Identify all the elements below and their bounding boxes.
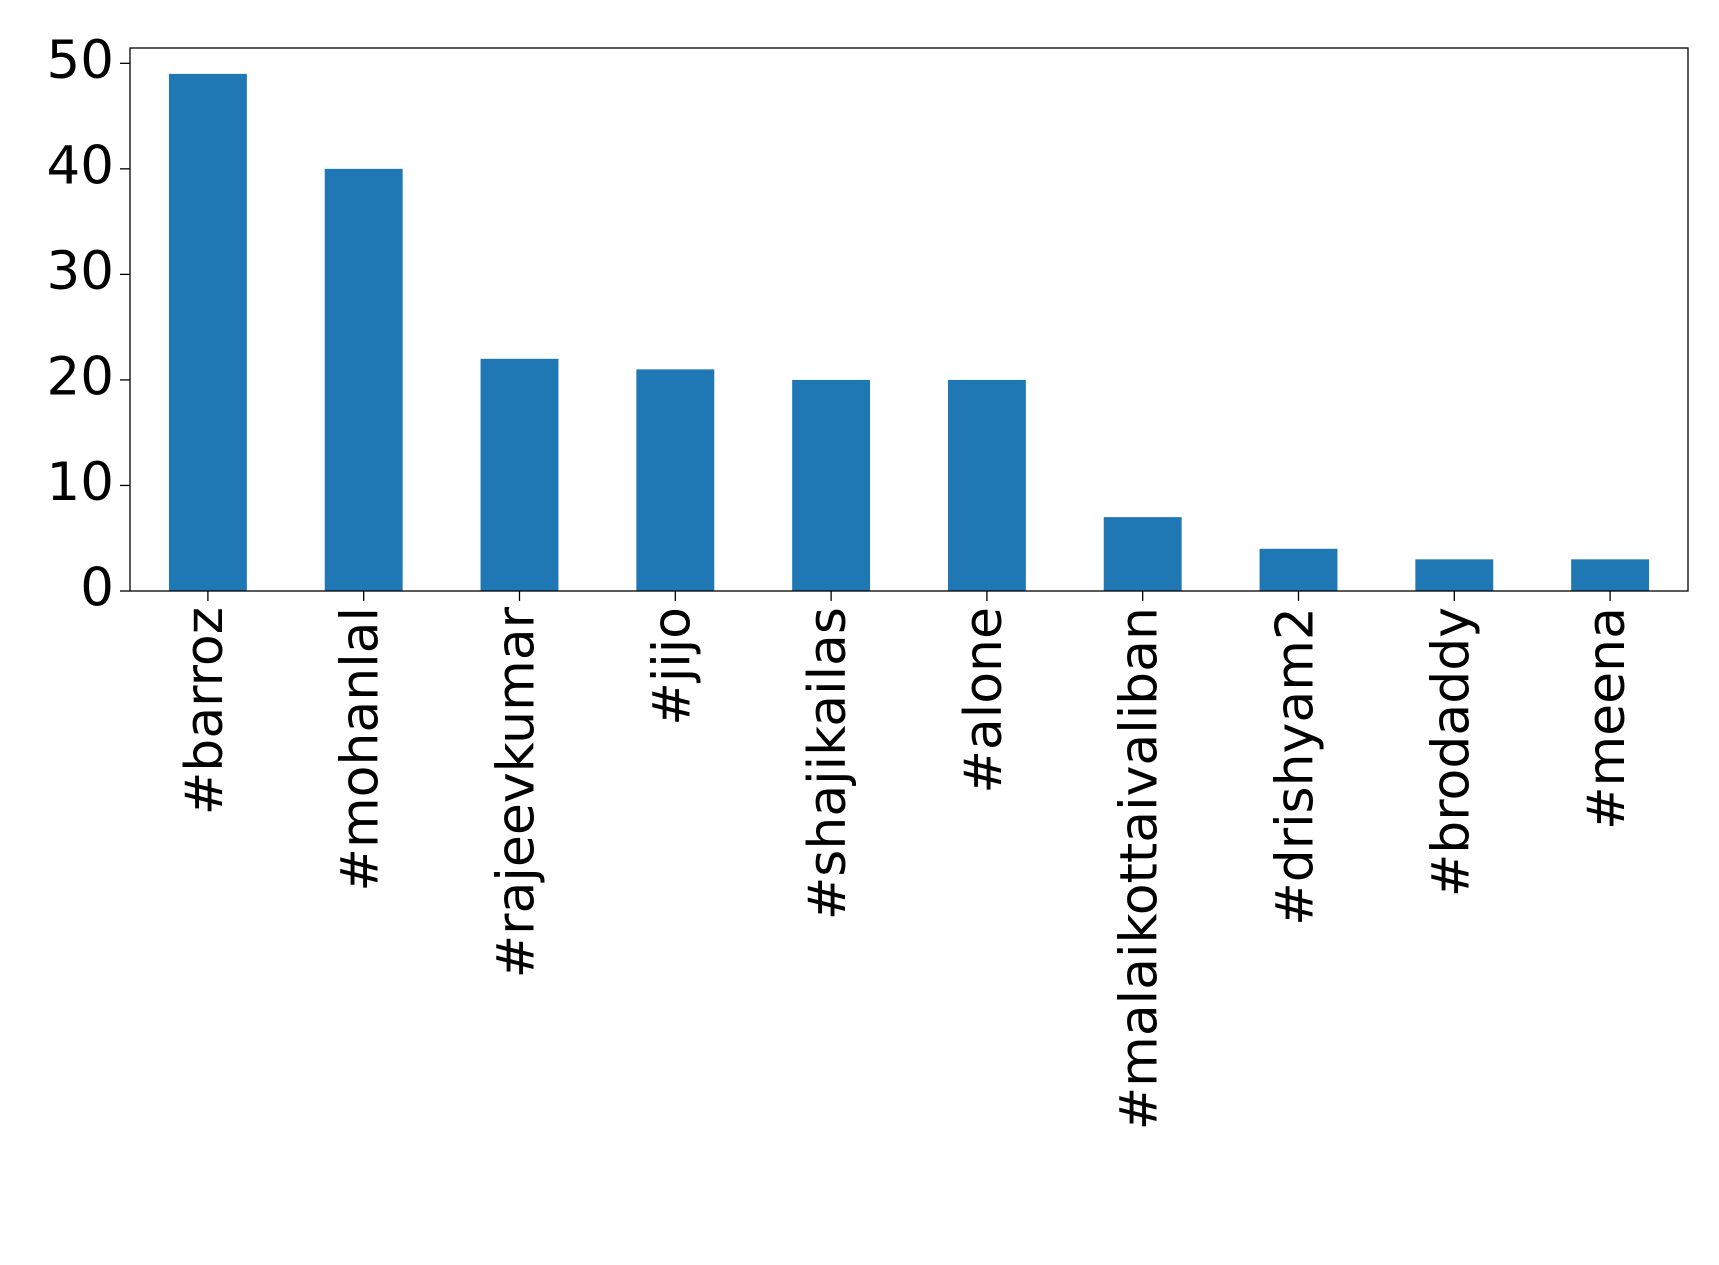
- x-tick-label: #barroz: [175, 607, 235, 815]
- x-tick-label: #jijo: [642, 607, 702, 726]
- bar: [1571, 559, 1650, 591]
- x-tick-label: #malaikottaivaliban: [1110, 607, 1170, 1130]
- x-tick-label: #meena: [1577, 607, 1637, 830]
- y-tick-label: 30: [47, 241, 114, 302]
- bar: [1415, 559, 1494, 591]
- bar: [792, 379, 871, 591]
- bar: [947, 379, 1026, 591]
- y-tick-label: 40: [47, 135, 114, 196]
- y-tick-label: 50: [47, 30, 114, 91]
- x-tick-label: #drishyam2: [1266, 607, 1326, 926]
- x-tick-label: #alone: [954, 607, 1014, 794]
- y-tick-label: 0: [80, 558, 114, 619]
- bar: [1103, 517, 1182, 591]
- bar: [168, 73, 247, 592]
- bar: [1259, 548, 1338, 591]
- y-tick-label: 10: [47, 452, 114, 513]
- y-tick-label: 20: [47, 347, 114, 408]
- x-tick-label: #rajeevkumar: [487, 606, 547, 978]
- x-tick-label: #brodaddy: [1421, 607, 1481, 897]
- plot-frame: [129, 47, 1689, 592]
- bar: [636, 369, 715, 591]
- bar: [324, 168, 403, 591]
- x-tick-label: #shajikailas: [798, 607, 858, 920]
- bar: [480, 358, 559, 591]
- x-tick-label: #mohanlal: [331, 607, 391, 892]
